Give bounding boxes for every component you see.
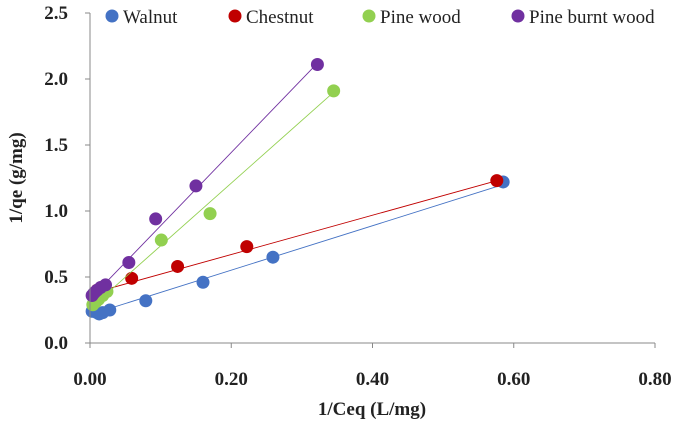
x-tick-label: 0.40 [356,369,389,390]
legend-label: Pine wood [380,7,461,28]
legend-marker [228,9,242,23]
data-point-walnut [196,275,210,289]
legend-item-pine-wood: Pine wood [362,7,461,28]
y-tick-label: 1.0 [44,201,68,222]
series-chestnut [87,174,504,302]
x-tick-label: 0.00 [73,369,106,390]
legend-label: Chestnut [246,7,314,28]
x-axis-title: 1/Ceq (L/mg) [318,399,426,420]
y-tick-label: 2.0 [44,69,68,90]
y-tick-label: 0.5 [44,267,68,288]
legend-marker [105,9,119,23]
series-pine-wood [86,84,341,312]
data-point-chestnut [171,259,185,273]
legend-marker [511,9,525,23]
legend-item-walnut: Walnut [105,7,178,28]
x-tick-label: 0.20 [215,369,248,390]
data-point-pine-burnt-wood [99,278,113,292]
data-point-pine-wood [327,84,341,98]
legend: Walnut Chestnut Pine wood Pine burnt wood [105,7,655,28]
legend-marker [362,9,376,23]
data-point-pine-burnt-wood [310,57,324,71]
legend-item-pine-burnt-wood: Pine burnt wood [511,7,655,28]
data-point-chestnut [240,240,254,254]
legend-label: Walnut [123,7,178,28]
plot-area [85,57,510,321]
legend-label: Pine burnt wood [529,7,655,28]
y-tick-label: 0.0 [44,333,68,354]
data-point-pine-wood [154,233,168,247]
data-point-walnut [103,303,117,317]
data-point-pine-burnt-wood [122,255,136,269]
data-point-walnut [139,294,153,308]
data-point-pine-burnt-wood [189,179,203,193]
y-axis-title: 1/qe (g/mg) [6,132,27,223]
tick-labels: 0.00 0.20 0.40 0.60 0.80 0.0 0.5 1.0 1.5 2.0 2.5 [44,3,671,390]
trendline-chestnut [93,180,497,294]
x-tick-label: 0.60 [497,369,530,390]
trendline-walnut [91,184,504,315]
series-pine-burnt-wood [85,57,324,302]
x-tick-label: 0.80 [638,369,671,390]
y-tick-label: 1.5 [44,135,68,156]
data-point-walnut [266,250,280,264]
legend-item-chestnut: Chestnut [228,7,314,28]
data-point-pine-burnt-wood [149,212,163,226]
axes [89,13,655,344]
data-point-pine-wood [203,207,217,221]
series-walnut [85,175,510,321]
y-tick-label: 2.5 [44,3,68,24]
data-point-chestnut [490,174,504,188]
data-point-chestnut [125,271,139,285]
trendline-pine-wood [92,91,334,307]
